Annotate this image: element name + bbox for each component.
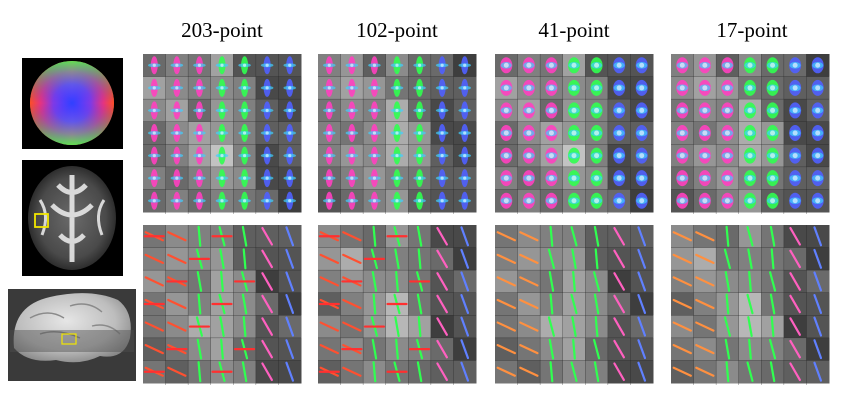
odf-grid-panel-2 — [495, 54, 654, 214]
column-title-102: 102-point — [356, 18, 438, 42]
odf-grid-panel-3 — [671, 54, 830, 214]
fiber-grid-panel-1 — [318, 225, 477, 385]
brain-render-panel — [8, 289, 136, 381]
column-title-203: 203-point — [181, 18, 263, 42]
column-title-41: 41-point — [538, 18, 610, 42]
odf-grid-panel-0 — [143, 54, 302, 214]
fiber-grid-panel-2 — [495, 225, 654, 385]
fiber-grid-panel-0 — [143, 225, 302, 385]
color-sphere-panel — [22, 58, 123, 149]
fiber-grid-panel-3 — [671, 225, 830, 385]
brain-surface-icon — [13, 293, 131, 363]
column-title-17: 17-point — [716, 18, 788, 42]
axial-slice-panel — [22, 160, 123, 276]
roi-box — [34, 213, 49, 228]
odf-grid-panel-1 — [318, 54, 477, 214]
